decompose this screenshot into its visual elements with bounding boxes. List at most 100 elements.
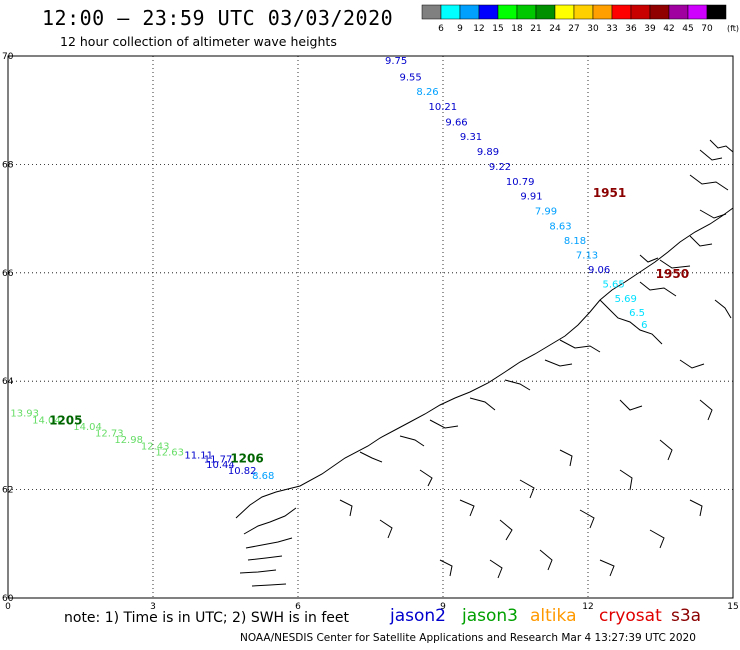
wave-height-label: 5.69 (615, 294, 637, 305)
lake-outline (649, 529, 665, 549)
wave-height-label: 14.04 (32, 415, 61, 426)
legend-unit: (ft) (727, 24, 739, 33)
wave-height-label: 8.63 (549, 221, 571, 232)
satellite-jason3: jason3 (462, 606, 518, 626)
legend-label-15: 15 (492, 24, 503, 34)
wave-height-label: 12.73 (95, 428, 124, 439)
map-frame (7, 55, 734, 599)
coastline-segment (429, 419, 459, 429)
wave-height-label: 9.55 (400, 72, 422, 83)
coastline-segment (659, 259, 691, 269)
lake-outline (489, 559, 503, 579)
map-subtitle: 12 hour collection of altimeter wave hei… (60, 34, 337, 49)
wave-height-label: 12.63 (155, 447, 184, 458)
lon-tick-15: 15 (727, 602, 738, 612)
legend-label-18: 18 (511, 24, 523, 34)
lake-outline (539, 549, 553, 571)
lake-outline (689, 499, 703, 517)
legend-label-27: 27 (568, 24, 579, 34)
wave-height-label: 8.26 (416, 87, 438, 98)
lon-tick-0: 0 (5, 602, 11, 612)
lon-tick-9: 9 (440, 602, 446, 612)
lake-outline (659, 439, 673, 461)
coastline-segment (559, 339, 601, 353)
lat-tick-60: 60 (2, 594, 14, 604)
wave-height-label: 13.93 (10, 408, 39, 419)
lake-outline (599, 559, 615, 577)
lake-outline (714, 299, 732, 319)
lake-outline (579, 509, 595, 529)
wave-height-label: 10.79 (506, 177, 535, 188)
satellite-s3a: s3a (671, 606, 702, 626)
coastline (235, 139, 734, 587)
coastline-segment (699, 209, 727, 219)
lat-tick-62: 62 (2, 486, 13, 496)
lake-outline (499, 519, 513, 541)
wave-height-label: 7.99 (535, 206, 557, 217)
wave-height-label: 9.75 (385, 56, 407, 67)
wave-height-label: 9.31 (460, 132, 482, 143)
wave-height-label: 12.43 (141, 441, 170, 452)
footer-note: note: 1) Time is in UTC; 2) SWH is in fe… (64, 610, 350, 626)
legend-label-42: 42 (663, 24, 674, 34)
legend-swatch-70 (706, 4, 727, 20)
wave-height-label: 14.04 (73, 422, 102, 433)
lake-outline (619, 399, 643, 411)
coastline-segment (235, 207, 734, 519)
credit-line: NOAA/NESDIS Center for Satellite Applica… (240, 632, 696, 644)
wave-height-label: 11.11 (184, 451, 213, 462)
lat-tick-70: 70 (2, 52, 14, 62)
legend-label-9: 9 (457, 24, 463, 34)
lon-tick-6: 6 (295, 602, 301, 612)
coastline-segment (709, 139, 734, 153)
wave-height-label: 9.06 (588, 265, 610, 276)
satellite-altika: altika (530, 606, 577, 626)
map-title: 12:00 — 23:59 UTC 03/03/2020 (42, 6, 394, 30)
wave-height-label: 9.89 (477, 147, 499, 158)
coastline-segment (243, 507, 297, 535)
lat-tick-66: 66 (2, 269, 14, 279)
legend-label-36: 36 (625, 24, 637, 34)
pass-time-label: 1951 (593, 186, 626, 200)
coastline-segment (247, 555, 283, 561)
wave-height-label: 9.91 (520, 192, 542, 203)
wave-height-label: 10.82 (228, 466, 257, 477)
lake-outline (519, 479, 535, 499)
satellite-cryosat: cryosat (599, 606, 662, 626)
pass-time-label: 1206 (230, 452, 263, 466)
legend-label-24: 24 (549, 24, 561, 34)
lon-tick-3: 3 (150, 602, 156, 612)
map-grid (8, 56, 733, 598)
coastline-segment (469, 397, 496, 411)
wave-height-label: 10.21 (429, 102, 458, 113)
coastline-segment (699, 149, 723, 161)
lake-outline (339, 499, 353, 517)
legend-label-70: 70 (701, 24, 713, 34)
legend-label-39: 39 (644, 24, 656, 34)
coastline-segment (245, 537, 293, 549)
coastline-segment (639, 254, 659, 263)
wave-height-label: 5.65 (603, 279, 625, 290)
wave-height-label: 11.77 (204, 455, 233, 466)
legend-label-33: 33 (606, 24, 617, 34)
wave-height-label: 6.5 (629, 308, 645, 319)
lake-outline (379, 519, 393, 539)
wave-height-label: 10.44 (206, 460, 235, 471)
lat-tick-68: 68 (2, 160, 14, 170)
lake-outline (439, 559, 453, 577)
wave-height-label: 6 (641, 320, 647, 331)
lake-outline (559, 449, 573, 467)
map-border (7, 55, 734, 599)
axis-ticks: 0 3 6 9 12 15 60 62 64 66 68 70 (2, 52, 739, 612)
pass-labels: 1951 1950 1205 1206 (49, 186, 689, 466)
legend-label-21: 21 (530, 24, 541, 34)
wave-height-label: 8.18 (564, 236, 586, 247)
legend-label-45: 45 (682, 24, 693, 34)
legend-label-12: 12 (473, 24, 484, 34)
coastline-segment (639, 281, 677, 297)
lat-tick-64: 64 (2, 377, 14, 387)
coastline-segment (239, 569, 277, 574)
wave-height-labels: 9.75 9.55 8.26 10.21 9.66 9.31 9.89 9.22 10.79 9.… (10, 56, 647, 482)
